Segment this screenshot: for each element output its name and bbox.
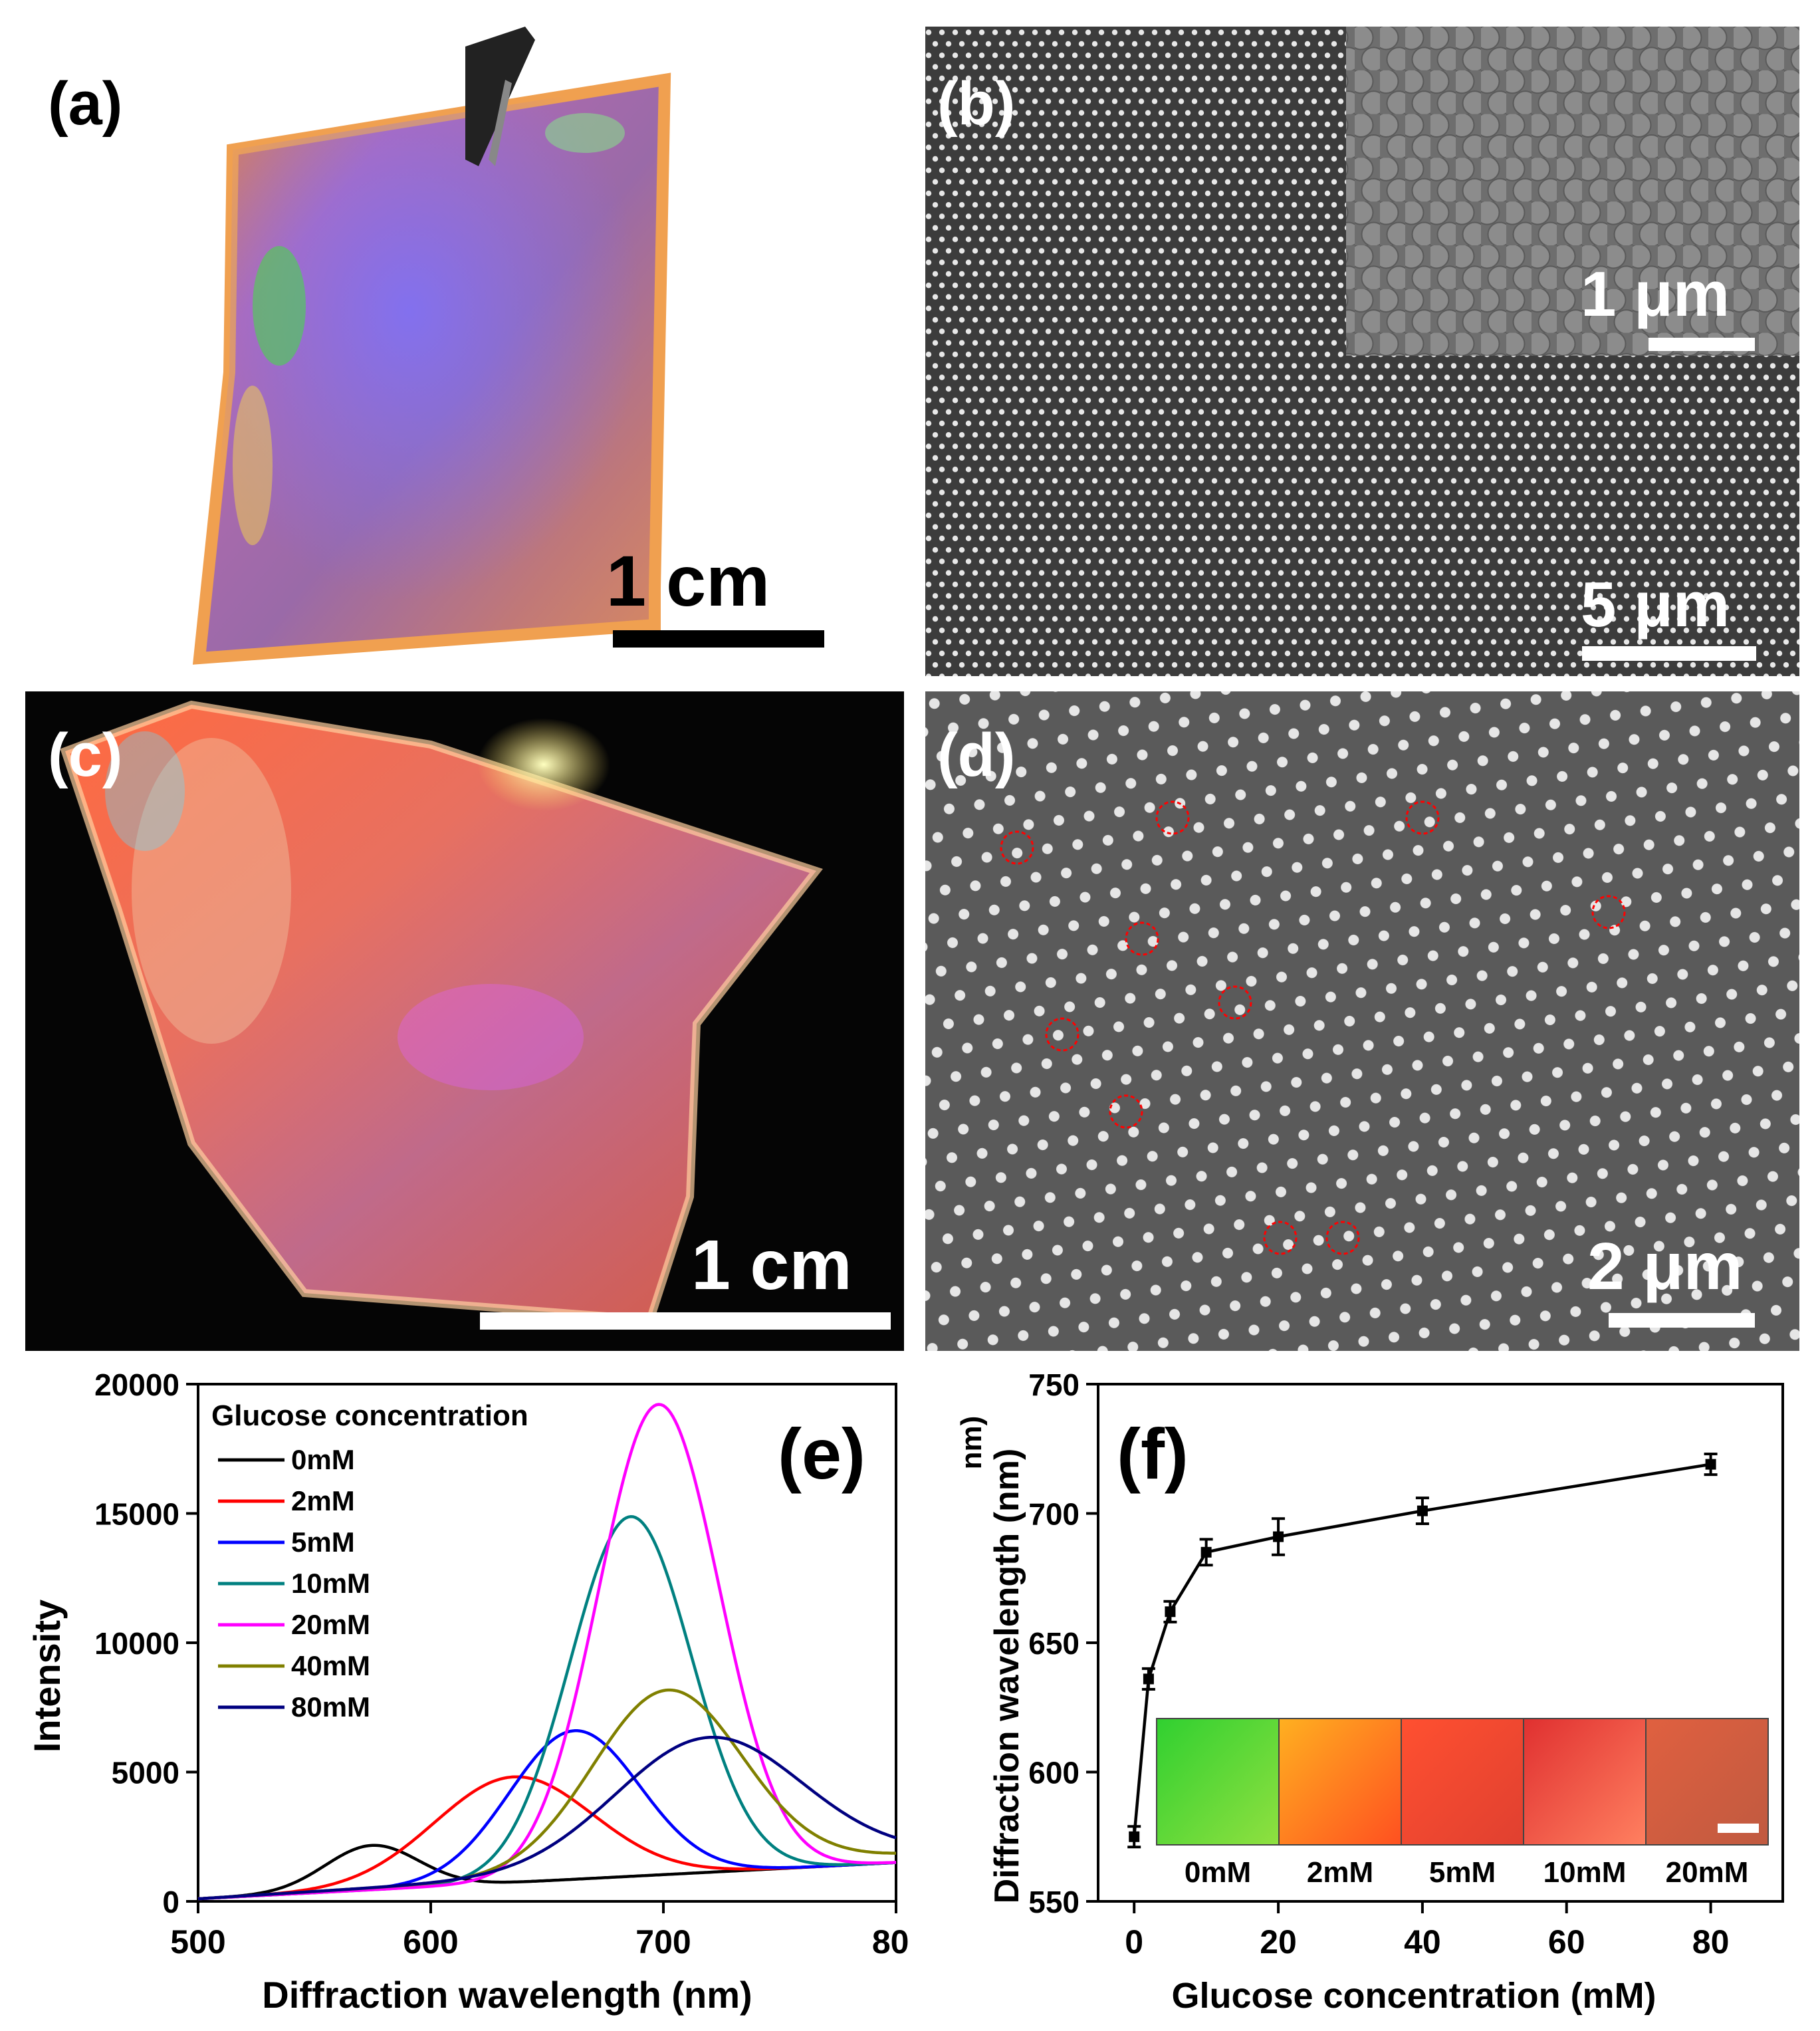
legend-entry-0mM: 0mM: [291, 1444, 355, 1475]
inset-photo-1: [1278, 1718, 1402, 1846]
data-point: [1129, 1831, 1140, 1842]
inset-photo-0: [1156, 1718, 1280, 1846]
panel-a-label: (a): [48, 70, 123, 138]
panel-d: [925, 691, 1799, 1351]
defect-circle: [1218, 985, 1252, 1020]
y-tick-label: 750: [1028, 1370, 1080, 1402]
x-tick-label: 0: [1125, 1923, 1143, 1961]
panel-a-scale-label: 1 cm: [606, 540, 770, 621]
defect-circle: [1325, 1221, 1360, 1255]
y-axis-label-clipped: nm): [955, 1416, 988, 1470]
data-point: [1417, 1505, 1428, 1516]
inset-label: 0mM: [1185, 1856, 1251, 1889]
panel-c: [25, 691, 904, 1351]
x-tick-label: 60: [1548, 1923, 1585, 1961]
inset-label: 2mM: [1307, 1856, 1373, 1889]
legend-entry-2mM: 2mM: [291, 1485, 355, 1516]
inset-scale-bar: [1718, 1824, 1759, 1833]
x-tick-label: 80(: [872, 1923, 911, 1961]
y-tick-label: 0: [162, 1885, 179, 1919]
panel-a-scale-bar: [613, 630, 824, 648]
inset-photo-3: [1523, 1718, 1647, 1846]
defect-circle: [1125, 921, 1159, 956]
panel-c-label: (c): [48, 721, 123, 789]
y-axis-label: Intensity: [26, 1600, 68, 1752]
defect-circle: [1109, 1094, 1143, 1129]
defect-markers: [1000, 800, 1626, 1255]
panel-b-inset-scale-label: 1 μm: [1581, 259, 1730, 330]
inset-photo-2: [1401, 1718, 1524, 1846]
panel-c-scale-bar: [480, 1312, 891, 1330]
photo-a-iridescent-film: [192, 27, 671, 665]
legend-title: Glucose concentration: [211, 1399, 528, 1432]
legend-entry-10mM: 10mM: [291, 1568, 370, 1599]
x-tick-label: 700: [635, 1923, 691, 1961]
series-line-80mM: [197, 1735, 897, 1901]
data-point: [1143, 1673, 1154, 1685]
inset-label: 5mM: [1429, 1856, 1496, 1889]
panel-a: [0, 0, 904, 678]
sem-image-b: [925, 27, 1799, 676]
chart-f-wavelength: 0 20 40 60 80 550 600 650 700 750 Glucose concentr…: [955, 1370, 1784, 2016]
defect-circle: [1155, 800, 1190, 835]
panel-d-scale-bar: [1609, 1313, 1755, 1328]
panel-b-scale-label: 5 μm: [1581, 569, 1730, 640]
y-tick-label: 20000: [94, 1370, 179, 1402]
defect-circle: [1045, 1017, 1080, 1052]
y-tick-label: 15000: [94, 1497, 179, 1532]
defect-circle: [1263, 1221, 1298, 1255]
x-axis-label: Glucose concentration (mM): [1171, 1976, 1656, 2016]
panel-f-label: (f): [1117, 1413, 1189, 1494]
photo-c-iridescent-film: [25, 691, 904, 1351]
y-tick-label: 700: [1028, 1497, 1080, 1532]
sem-image-d: [925, 691, 1799, 1351]
inset-label: 20mM: [1666, 1856, 1749, 1889]
panel-b-label: (b): [937, 70, 1016, 138]
y-tick-label: 5000: [112, 1756, 179, 1790]
defect-circle: [1000, 830, 1034, 865]
y-axis-label: Diffraction wavelength (nm): [988, 1449, 1026, 1904]
data-point: [1165, 1606, 1176, 1617]
panel-b-scale-bar: [1582, 646, 1756, 661]
plot-frame: [197, 1383, 897, 1903]
panel-b: [925, 27, 1799, 676]
legend-entry-20mM: 20mM: [291, 1609, 370, 1640]
y-tick-label: 10000: [94, 1626, 179, 1661]
data-point: [1705, 1459, 1716, 1470]
chart-e-spectra: 500 600 700 80( 0 5000 10000 15000 20000 Diffract…: [26, 1370, 911, 2016]
y-tick-label: 600: [1028, 1756, 1080, 1790]
data-point: [1200, 1546, 1212, 1558]
data-point: [1273, 1531, 1284, 1542]
x-tick-label: 40: [1404, 1923, 1441, 1961]
legend-entry-80mM: 80mM: [291, 1691, 370, 1723]
inset-label: 10mM: [1543, 1856, 1627, 1889]
legend-entry-40mM: 40mM: [291, 1650, 370, 1681]
panel-e-label: (e): [778, 1413, 865, 1494]
panel-d-scale-label: 2 μm: [1587, 1229, 1743, 1304]
x-tick-label: 20: [1260, 1923, 1297, 1961]
x-tick-label: 600: [403, 1923, 458, 1961]
defect-circle: [1405, 800, 1440, 835]
panel-d-label: (d): [937, 721, 1016, 789]
panel-c-scale-label: 1 cm: [691, 1226, 852, 1304]
x-tick-label: 500: [170, 1923, 225, 1961]
y-tick-label: 650: [1028, 1626, 1080, 1661]
panel-b-inset-scale-bar: [1649, 338, 1755, 351]
legend-entry-5mM: 5mM: [291, 1526, 355, 1558]
defect-circle: [1591, 895, 1626, 929]
y-tick-label: 550: [1028, 1885, 1080, 1919]
x-axis-label: Diffraction wavelength (nm): [262, 1974, 752, 2016]
x-tick-label: 80: [1692, 1923, 1730, 1961]
